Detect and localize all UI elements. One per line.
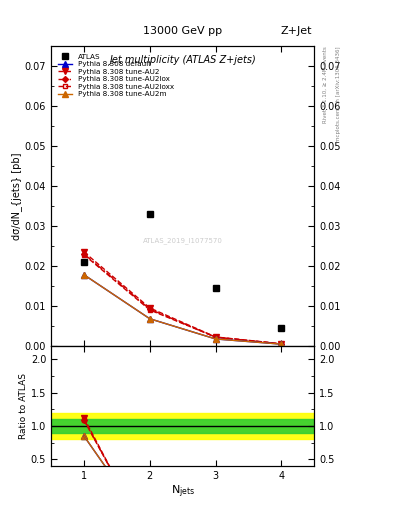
Line: Pythia 8.308 tune-AU2: Pythia 8.308 tune-AU2 — [81, 249, 284, 347]
ATLAS — [82, 259, 86, 265]
Line: Pythia 8.308 tune-AU2m: Pythia 8.308 tune-AU2m — [81, 272, 284, 347]
Line: Pythia 8.308 default: Pythia 8.308 default — [81, 272, 284, 347]
Pythia 8.308 tune-AU2m — [147, 316, 152, 322]
Pythia 8.308 tune-AU2lox — [279, 341, 284, 347]
ATLAS — [213, 285, 218, 291]
Line: ATLAS: ATLAS — [81, 210, 285, 331]
Text: mcplots.cern.ch [arXiv:1306.3436]: mcplots.cern.ch [arXiv:1306.3436] — [336, 46, 341, 142]
Line: Pythia 8.308 tune-AU2loxx: Pythia 8.308 tune-AU2loxx — [82, 253, 284, 346]
Pythia 8.308 tune-AU2m — [213, 336, 218, 342]
Pythia 8.308 default — [82, 272, 86, 278]
Pythia 8.308 tune-AU2 — [279, 340, 284, 347]
Pythia 8.308 tune-AU2m — [82, 272, 86, 278]
Pythia 8.308 tune-AU2lox — [213, 334, 218, 340]
Y-axis label: Ratio to ATLAS: Ratio to ATLAS — [19, 373, 28, 439]
Pythia 8.308 tune-AU2loxx — [147, 307, 152, 313]
Pythia 8.308 tune-AU2lox — [82, 251, 86, 257]
Pythia 8.308 tune-AU2loxx — [213, 334, 218, 340]
Y-axis label: dσ/dN_{jets} [pb]: dσ/dN_{jets} [pb] — [11, 152, 22, 240]
Legend: ATLAS, Pythia 8.308 default, Pythia 8.308 tune-AU2, Pythia 8.308 tune-AU2lox, Py: ATLAS, Pythia 8.308 default, Pythia 8.30… — [56, 52, 176, 98]
Text: Z+Jet: Z+Jet — [281, 26, 312, 36]
Text: Jet multiplicity (ATLAS Z+jets): Jet multiplicity (ATLAS Z+jets) — [109, 55, 256, 65]
ATLAS — [279, 325, 284, 331]
Pythia 8.308 tune-AU2loxx — [279, 341, 284, 347]
Pythia 8.308 tune-AU2loxx — [82, 252, 86, 258]
Pythia 8.308 default — [279, 341, 284, 347]
Pythia 8.308 default — [213, 336, 218, 342]
Pythia 8.308 tune-AU2lox — [147, 306, 152, 312]
Pythia 8.308 tune-AU2 — [82, 249, 86, 255]
Pythia 8.308 tune-AU2 — [213, 334, 218, 340]
Text: ATLAS_2019_I1077570: ATLAS_2019_I1077570 — [143, 238, 223, 244]
Pythia 8.308 tune-AU2 — [147, 305, 152, 311]
Pythia 8.308 tune-AU2m — [279, 341, 284, 347]
ATLAS — [147, 211, 152, 217]
Text: 13000 GeV pp: 13000 GeV pp — [143, 26, 222, 36]
Pythia 8.308 default — [147, 316, 152, 322]
Text: Rivet 3.1.10, ≥ 2.4M events: Rivet 3.1.10, ≥ 2.4M events — [323, 46, 328, 123]
Line: Pythia 8.308 tune-AU2lox: Pythia 8.308 tune-AU2lox — [82, 252, 284, 346]
X-axis label: N$_\mathregular{jets}$: N$_\mathregular{jets}$ — [171, 483, 195, 500]
